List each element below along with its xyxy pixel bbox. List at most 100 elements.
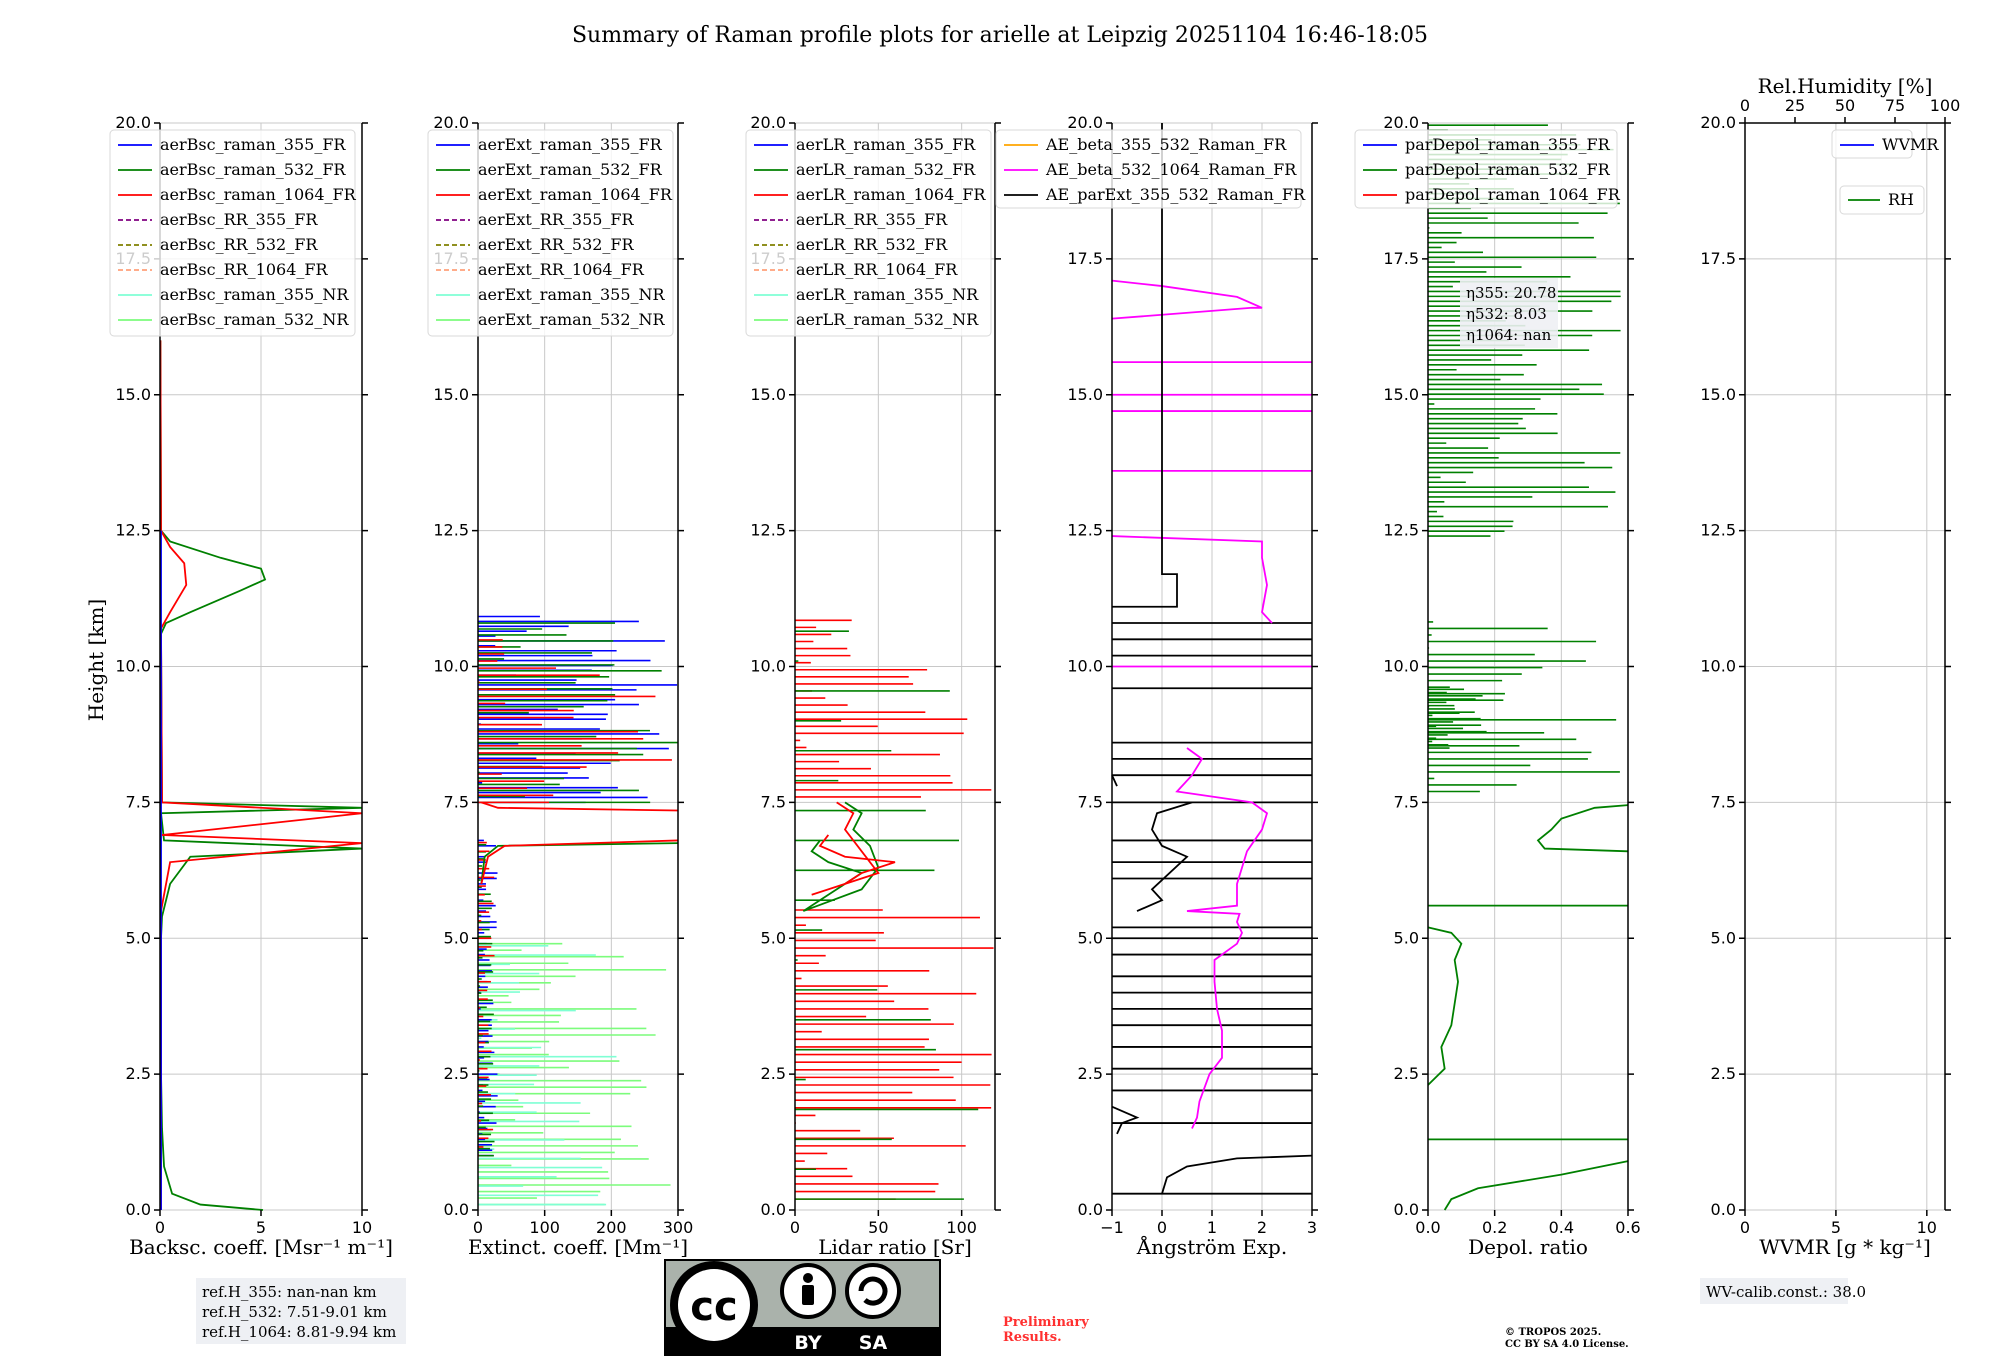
xtick-label: 5 — [256, 1218, 266, 1237]
legend2-entry: RH — [1888, 190, 1914, 209]
panel-6: 0.02.55.07.510.012.515.017.520.00 5 10WVMR… — [1700, 74, 1960, 1259]
ytick-label: 5.0 — [761, 928, 786, 947]
panel-5: 0.0 2.5 5.0 7.5 10.0 12.5 15.0 17.5 20.0 0.0 0.2 0.… — [1354, 113, 1641, 1259]
ytick-label: 5.0 — [1711, 928, 1736, 947]
panel-4: 0.0 2.5 5.0 7.5 10.0 12.5 15.0 17.5 20.0 −1 0 1 2 3 Ån… — [995, 113, 1318, 1259]
wv-calib-bg — [1700, 1278, 1848, 1304]
eta-box — [1460, 278, 1558, 348]
series-parDepol_raman_532_FR_b — [1536, 804, 1629, 853]
sa-arrow-icon — [858, 1276, 888, 1306]
ytick-label: 2.5 — [1711, 1064, 1736, 1083]
ytick-label: 20.0 — [115, 113, 151, 132]
series-AE_parExt_355_532_Raman_FR — [1112, 123, 1178, 608]
legend-entry: aerLR_raman_532_NR — [796, 310, 979, 329]
ytick-label: 17.5 — [1383, 249, 1419, 268]
series-aerExt_raman_532_FR — [480, 842, 679, 885]
xtick-label: 0.6 — [1615, 1218, 1640, 1237]
legend-box — [109, 129, 356, 337]
x-axis-label: WVMR [g * kg⁻¹] — [1759, 1235, 1931, 1259]
legend-entry: aerExt_raman_1064_FR — [478, 185, 673, 204]
series-AE_parExt_355_532_Raman_FR_c — [1136, 801, 1193, 912]
ytick-label: 15.0 — [115, 385, 151, 404]
ytick-label: 15.0 — [1383, 385, 1419, 404]
refheight-box: ref.H_355: nan-nan km ref.H_532: 7.51-9.… — [196, 1278, 406, 1344]
xtick-label: 0.0 — [1415, 1218, 1440, 1237]
ytick-label: 7.5 — [1394, 792, 1419, 811]
xtick-label: 0.2 — [1482, 1218, 1507, 1237]
ytick-label: 0.0 — [126, 1200, 151, 1219]
legend-entry: aerBsc_raman_355_NR — [160, 285, 349, 304]
preliminary-line2: Results. — [1003, 1330, 1062, 1345]
x-axis-label: Extinct. coeff. [Mm⁻¹] — [468, 1235, 688, 1259]
ytick-label: 20.0 — [1067, 113, 1103, 132]
legend-entry: aerLR_raman_355_NR — [796, 285, 979, 304]
legend2-box — [1839, 185, 1925, 215]
legend-box — [745, 129, 992, 337]
xtick-label: 300 — [663, 1218, 694, 1237]
ytick-label: 17.5 — [1067, 249, 1103, 268]
ytick-label: 0.0 — [1394, 1200, 1419, 1219]
legend-entry: aerExt_raman_532_FR — [478, 160, 663, 179]
xtick-label: 100 — [946, 1218, 977, 1237]
refheight-1064: ref.H_1064: 8.81-9.94 km — [202, 1323, 396, 1341]
top-xtick-label: 100 — [1930, 96, 1961, 115]
copyright-note: © TROPOS 2025. CC BY SA 4.0 License. — [1505, 1327, 1629, 1350]
xtick-label: 100 — [529, 1218, 560, 1237]
ytick-label: 10.0 — [1700, 657, 1736, 676]
series-AE_parExt_355_532_Raman_FR_e — [1161, 1154, 1313, 1194]
ytick-label: 5.0 — [1394, 928, 1419, 947]
ytick-label: 17.5 — [1700, 249, 1736, 268]
preliminary-line1: Preliminary — [1003, 1315, 1089, 1330]
legend-box — [1831, 129, 1913, 159]
legend-entry: parDepol_raman_355_FR — [1405, 135, 1611, 154]
wv-calib-text: WV-calib.const.: 38.0 — [1706, 1283, 1866, 1301]
legend-entry: aerExt_RR_355_FR — [478, 210, 635, 229]
ytick-label: 12.5 — [115, 521, 151, 540]
ytick-label: 12.5 — [1700, 521, 1736, 540]
ytick-label: 2.5 — [126, 1064, 151, 1083]
ytick-label: 0.0 — [444, 1200, 469, 1219]
xtick-label: 5 — [1831, 1218, 1841, 1237]
cc-logo-icon: cc — [690, 1284, 737, 1330]
ytick-label: 20.0 — [750, 113, 786, 132]
ytick-label: 7.5 — [1078, 792, 1103, 811]
x-axis-label: Depol. ratio — [1468, 1235, 1588, 1259]
legend-entry: aerExt_RR_532_FR — [478, 235, 635, 254]
ytick-label: 20.0 — [1700, 113, 1736, 132]
ytick-label: 2.5 — [444, 1064, 469, 1083]
ytick-label: 7.5 — [126, 792, 151, 811]
series-aerLR_raman_532_FR — [802, 801, 880, 912]
cc-license-badge: cc BY SA — [664, 1259, 941, 1356]
ytick-label: 5.0 — [444, 928, 469, 947]
series-aerBsc_raman_1064_FR — [159, 340, 363, 1210]
legend-entry: aerLR_raman_1064_FR — [796, 185, 986, 204]
sa-share-icon — [845, 1263, 901, 1319]
ytick-label: 7.5 — [444, 792, 469, 811]
legend-entry: parDepol_raman_1064_FR — [1405, 185, 1621, 204]
legend-box — [427, 129, 674, 337]
legend-entry: aerLR_RR_1064_FR — [796, 260, 958, 279]
ytick-label: 0.0 — [1711, 1200, 1736, 1219]
ytick-label: 7.5 — [1711, 792, 1736, 811]
legend-entry: aerBsc_raman_532_NR — [160, 310, 349, 329]
panel-2: 0.02.55.07.510.012.515.017.520.001002003… — [427, 113, 694, 1259]
top-axis-label: Rel.Humidity [%] — [1758, 74, 1933, 98]
wv-calib-box: WV-calib.const.: 38.0 — [1700, 1278, 1866, 1304]
series-AE_parExt_355_532_Raman_FR_d — [1111, 774, 1118, 787]
xtick-label: 0 — [473, 1218, 483, 1237]
refheight-355: ref.H_355: nan-nan km — [202, 1283, 377, 1301]
xtick-label: 50 — [868, 1218, 888, 1237]
legend-entry: aerLR_RR_532_FR — [796, 235, 948, 254]
ytick-label: 5.0 — [1078, 928, 1103, 947]
ytick-label: 0.0 — [1078, 1200, 1103, 1219]
preliminary-note: Preliminary Results. — [1003, 1315, 1089, 1345]
legend-entry: aerBsc_raman_532_FR — [160, 160, 346, 179]
legend-entry: aerExt_raman_532_NR — [478, 310, 666, 329]
refheight-532: ref.H_532: 7.51-9.01 km — [202, 1303, 387, 1321]
xtick-label: 10 — [352, 1218, 372, 1237]
legend-entry: aerLR_RR_355_FR — [796, 210, 948, 229]
xtick-label: 0 — [790, 1218, 800, 1237]
xtick-label: 0 — [155, 1218, 165, 1237]
cc-sa-label: SA — [859, 1332, 888, 1354]
ytick-label: 20.0 — [1383, 113, 1419, 132]
